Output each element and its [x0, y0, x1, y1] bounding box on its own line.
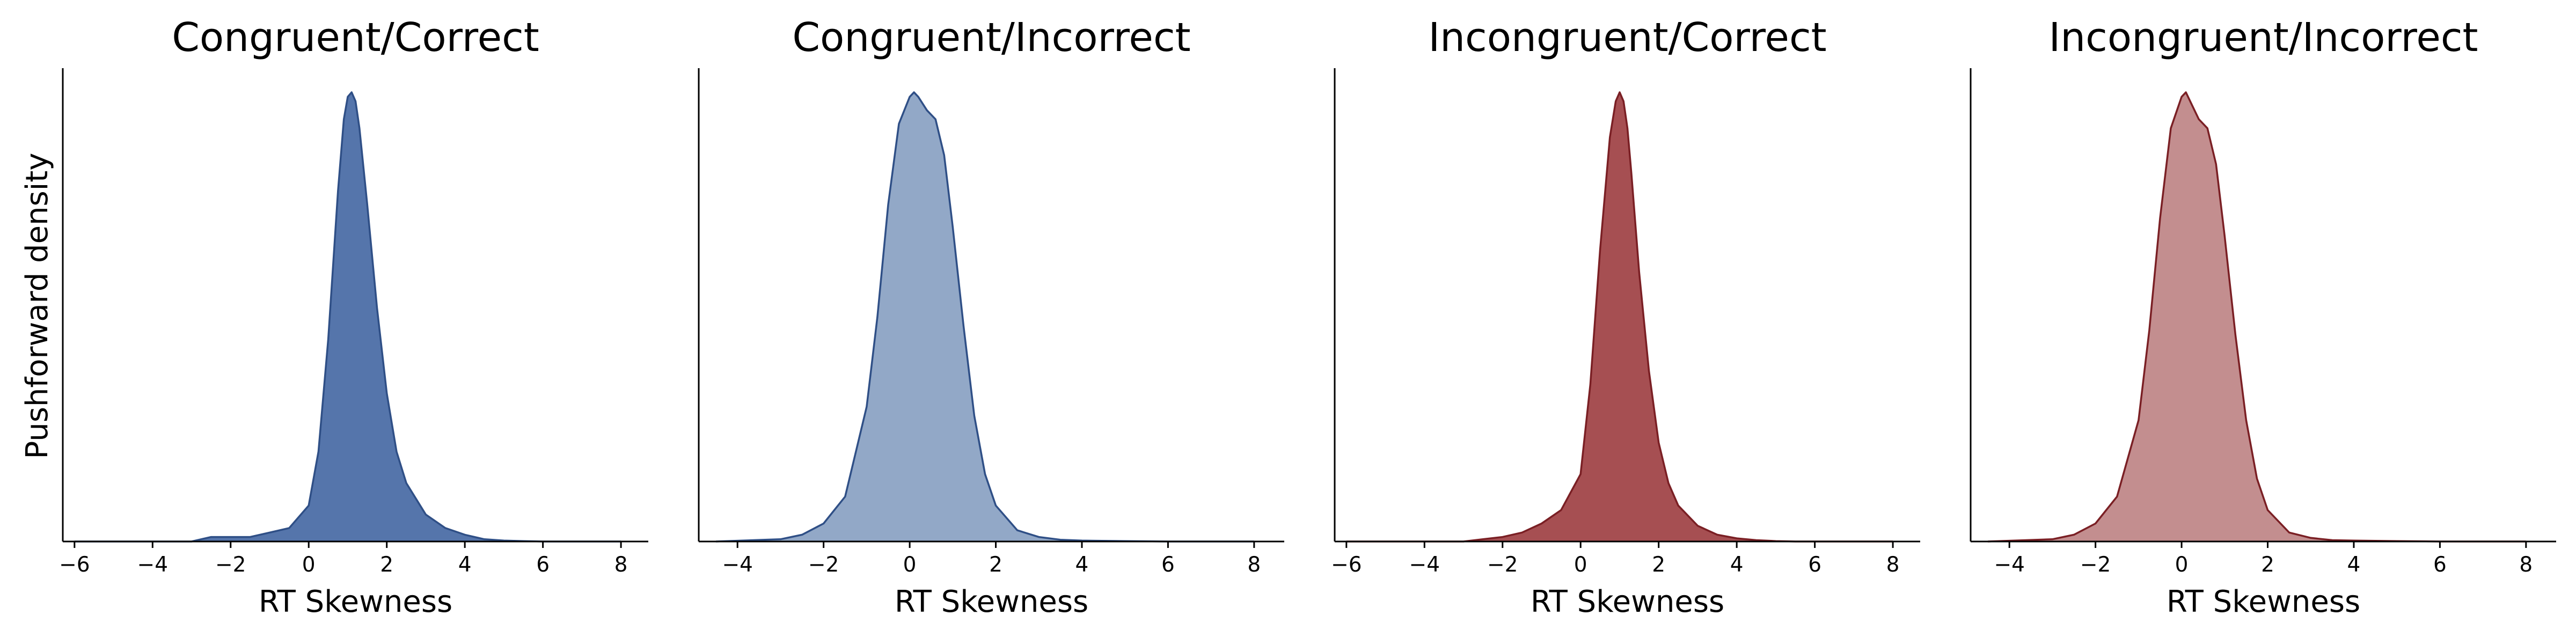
panel-title-4: Incongruent/Incorrect: [2048, 14, 2478, 61]
x-tick-label-2-3: 2: [989, 553, 1002, 577]
density-area-3: [1346, 92, 1893, 541]
x-tick-label-2-6: 8: [1247, 553, 1261, 577]
x-tick-label-1-4: 2: [380, 553, 393, 577]
x-tick-label-4-6: 8: [2519, 553, 2533, 577]
x-tick-label-4-0: −4: [1994, 553, 2025, 577]
x-tick-label-2-4: 4: [1075, 553, 1089, 577]
x-tick-label-2-5: 6: [1161, 553, 1175, 577]
x-axis-label-2: RT Skewness: [895, 584, 1088, 619]
x-axis-label-1: RT Skewness: [259, 584, 452, 619]
x-axis-label-4: RT Skewness: [2167, 584, 2360, 619]
x-tick-label-4-5: 6: [2433, 553, 2447, 577]
x-tick-label-3-1: −4: [1409, 553, 1440, 577]
density-outline-1: [74, 91, 621, 543]
y-axis-label: Pushforward density: [20, 153, 55, 459]
panel-title-3: Incongruent/Correct: [1428, 14, 1826, 61]
x-tick-label-3-4: 2: [1652, 553, 1665, 577]
x-tick-label-1-7: 8: [614, 553, 628, 577]
x-tick-label-1-0: −6: [59, 553, 90, 577]
x-tick-label-3-3: 0: [1574, 553, 1587, 577]
density-outline-2: [716, 91, 1254, 543]
chart-panel-3: Incongruent/Correct −6 −4 −2 0 2 4 6 8 RT Skewnes…: [1331, 14, 1920, 619]
x-tick-label-3-2: −2: [1487, 553, 1518, 577]
density-area-1: [74, 92, 621, 541]
chart-panel-4: Incongruent/Incorrect −4 −2 0 2 4 6 8 RT Skewnes…: [1970, 14, 2556, 619]
x-tick-label-1-3: 0: [302, 553, 316, 577]
x-tick-label-3-6: 6: [1808, 553, 1821, 577]
x-tick-label-1-1: −4: [137, 553, 169, 577]
x-tick-label-2-0: −4: [722, 553, 753, 577]
x-tick-label-4-3: 2: [2261, 553, 2274, 577]
chart-panel-1: Congruent/Correct −6 −4 −2 0 2 4 6 8 RT Skewness: [59, 14, 648, 619]
x-tick-label-1-2: −2: [215, 553, 246, 577]
x-tick-label-1-5: 4: [458, 553, 472, 577]
x-tick-label-4-1: −2: [2080, 553, 2111, 577]
x-tick-label-3-5: 4: [1730, 553, 1744, 577]
panel-title-1: Congruent/Correct: [172, 14, 539, 61]
chart-panel-2: Congruent/Incorrect −4 −2 0 2 4 6 8 RT Skewness: [698, 14, 1284, 619]
panel-title-2: Congruent/Incorrect: [792, 14, 1190, 61]
x-tick-label-4-4: 4: [2347, 553, 2361, 577]
x-tick-label-3-7: 8: [1886, 553, 1900, 577]
density-outline-4: [1988, 91, 2526, 543]
x-tick-label-4-2: 0: [2175, 553, 2189, 577]
x-tick-label-1-6: 6: [536, 553, 550, 577]
x-tick-label-2-2: 0: [903, 553, 917, 577]
x-tick-label-2-1: −2: [808, 553, 839, 577]
x-tick-label-3-0: −6: [1331, 553, 1362, 577]
chart-panels: Congruent/Correct−6 −4 −2 0 2 4 6 8RT SkewnessC…: [59, 14, 2556, 619]
density-outline-3: [1346, 91, 1893, 543]
x-axis-label-3: RT Skewness: [1531, 584, 1724, 619]
